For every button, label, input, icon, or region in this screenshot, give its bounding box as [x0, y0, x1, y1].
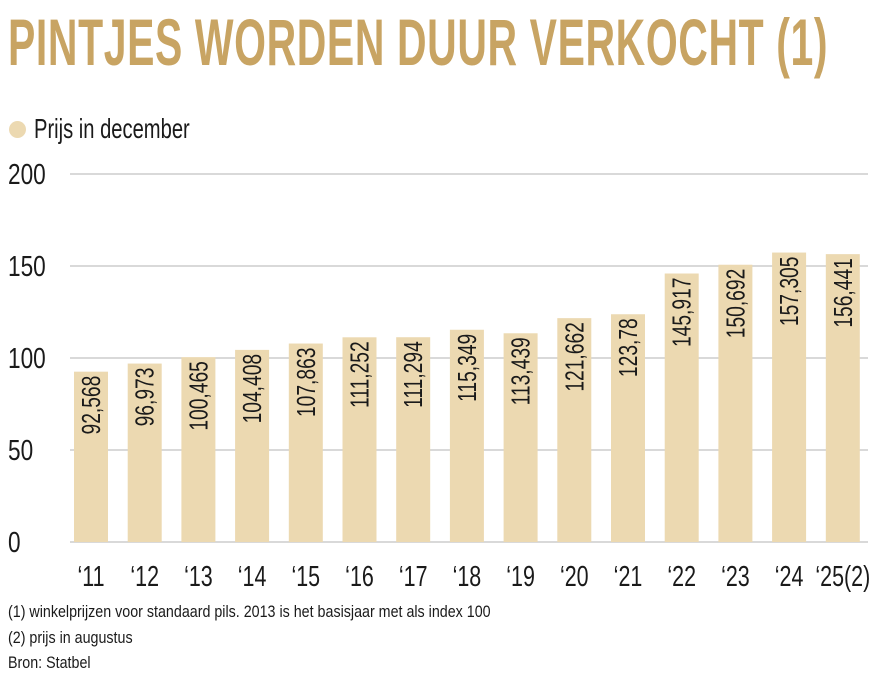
y-tick-label: 50	[8, 433, 33, 466]
x-tick-label: ‘14	[238, 561, 267, 593]
legend-swatch	[9, 120, 26, 138]
x-tick-label: ‘16	[345, 561, 374, 593]
legend-label: Prijs in december	[34, 113, 190, 144]
bar-value-label: 107,863	[291, 348, 321, 418]
chart-title: PINTJES WORDEN DUUR VERKOCHT (1)	[8, 5, 829, 79]
x-tick-label: ‘17	[399, 561, 428, 593]
x-tick-label: ‘19	[506, 561, 535, 593]
x-tick-label: ‘25(2)	[815, 561, 870, 593]
bar	[342, 337, 377, 542]
x-tick-label: ‘22	[667, 561, 696, 593]
bar	[288, 343, 323, 542]
bar-value-label: 111,252	[345, 341, 375, 408]
bar-chart: 0 50 100 150 200 92,568 ‘11 96,973 ‘12 100,465 ‘13…	[8, 157, 870, 593]
bar-value-label: 121,662	[559, 322, 589, 392]
bar-value-label: 157,305	[774, 257, 804, 327]
bar-value-label: 115,349	[452, 334, 482, 402]
y-tick-label: 200	[8, 157, 46, 190]
x-tick-label: ‘13	[184, 561, 213, 593]
y-tick-label: 0	[8, 525, 21, 558]
bar	[772, 252, 807, 542]
bar	[74, 371, 108, 542]
x-tick-label: ‘23	[721, 561, 750, 593]
bar	[503, 333, 538, 542]
bar-value-label: 156,441	[828, 258, 858, 328]
bar	[718, 264, 753, 542]
bar-value-label: 145,917	[667, 278, 697, 348]
bar	[825, 254, 860, 542]
x-tick-label: ‘18	[453, 561, 482, 593]
x-tick-label: ‘24	[775, 561, 804, 593]
x-tick-label: ‘21	[614, 561, 643, 593]
x-tick-label: ‘12	[130, 561, 159, 593]
x-tick-label: ‘15	[291, 561, 320, 593]
y-tick-label: 100	[8, 341, 46, 374]
bar-value-label: 92,568	[76, 376, 106, 435]
bar	[557, 318, 592, 542]
bar-value-label: 104,408	[237, 354, 267, 424]
bar	[181, 357, 216, 542]
bar	[449, 329, 484, 542]
x-tick-label: ‘11	[77, 561, 104, 593]
bar	[235, 349, 270, 542]
bar	[127, 363, 162, 542]
bar-value-label: 123,78	[613, 318, 643, 377]
x-tick-label: ‘20	[560, 561, 589, 593]
y-tick-label: 150	[8, 249, 46, 282]
footnote-2: (2) prijs in augustus	[8, 628, 133, 647]
bar-value-label: 111,294	[398, 341, 428, 408]
bar-value-label: 96,973	[130, 368, 160, 427]
bar-value-label: 150,692	[721, 269, 751, 339]
bar-value-label: 113,439	[506, 337, 536, 405]
source-note: Bron: Statbel	[8, 653, 91, 672]
bar	[611, 314, 645, 542]
footnote-1: (1) winkelprijzen voor standaard pils. 2…	[8, 602, 491, 621]
bar-value-label: 100,465	[184, 361, 214, 431]
bar	[664, 273, 699, 542]
legend: Prijs in december	[9, 112, 250, 146]
bar	[396, 337, 431, 542]
